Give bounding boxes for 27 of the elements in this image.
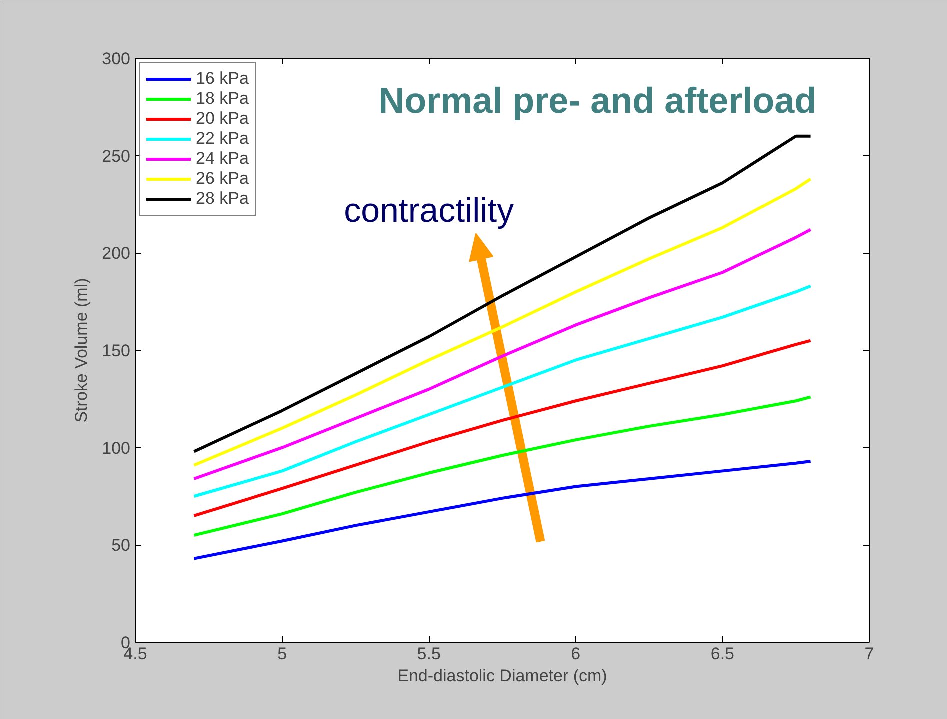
y-tick-label: 100 [102,438,131,458]
y-tick-label: 250 [102,146,131,166]
line-series [192,460,812,560]
legend-label: 18 kPa [196,89,249,109]
x-tick-label: 5.5 [417,644,441,664]
legend-label: 24 kPa [196,149,249,169]
legend-label: 20 kPa [196,109,249,129]
y-tick-label: 200 [102,244,131,264]
x-tick-label: 5 [278,644,288,664]
legend-label: 28 kPa [196,189,249,209]
line-series [192,284,812,498]
text: Normal pre- and afterload [378,80,817,121]
x-tick-label: 7 [864,644,874,664]
legend-label: 16 kPa [196,69,249,89]
y-tick-label: 150 [102,342,131,360]
annotation: contractility [344,192,514,230]
x-tick-label: 6.5 [710,644,735,664]
y-axis-title: Stroke Volume (ml) [72,278,92,423]
x-axis-title: End-diastolic Diameter (cm) [398,666,608,686]
line-series [192,396,812,537]
line-series [192,228,812,480]
line-series [192,339,812,518]
legend-label: 26 kPa [196,169,249,189]
legend-label: 22 kPa [196,129,249,149]
y-tick-label: 300 [102,50,131,68]
x-tick-label: 6 [571,644,581,664]
y-tick-label: 50 [112,536,131,556]
